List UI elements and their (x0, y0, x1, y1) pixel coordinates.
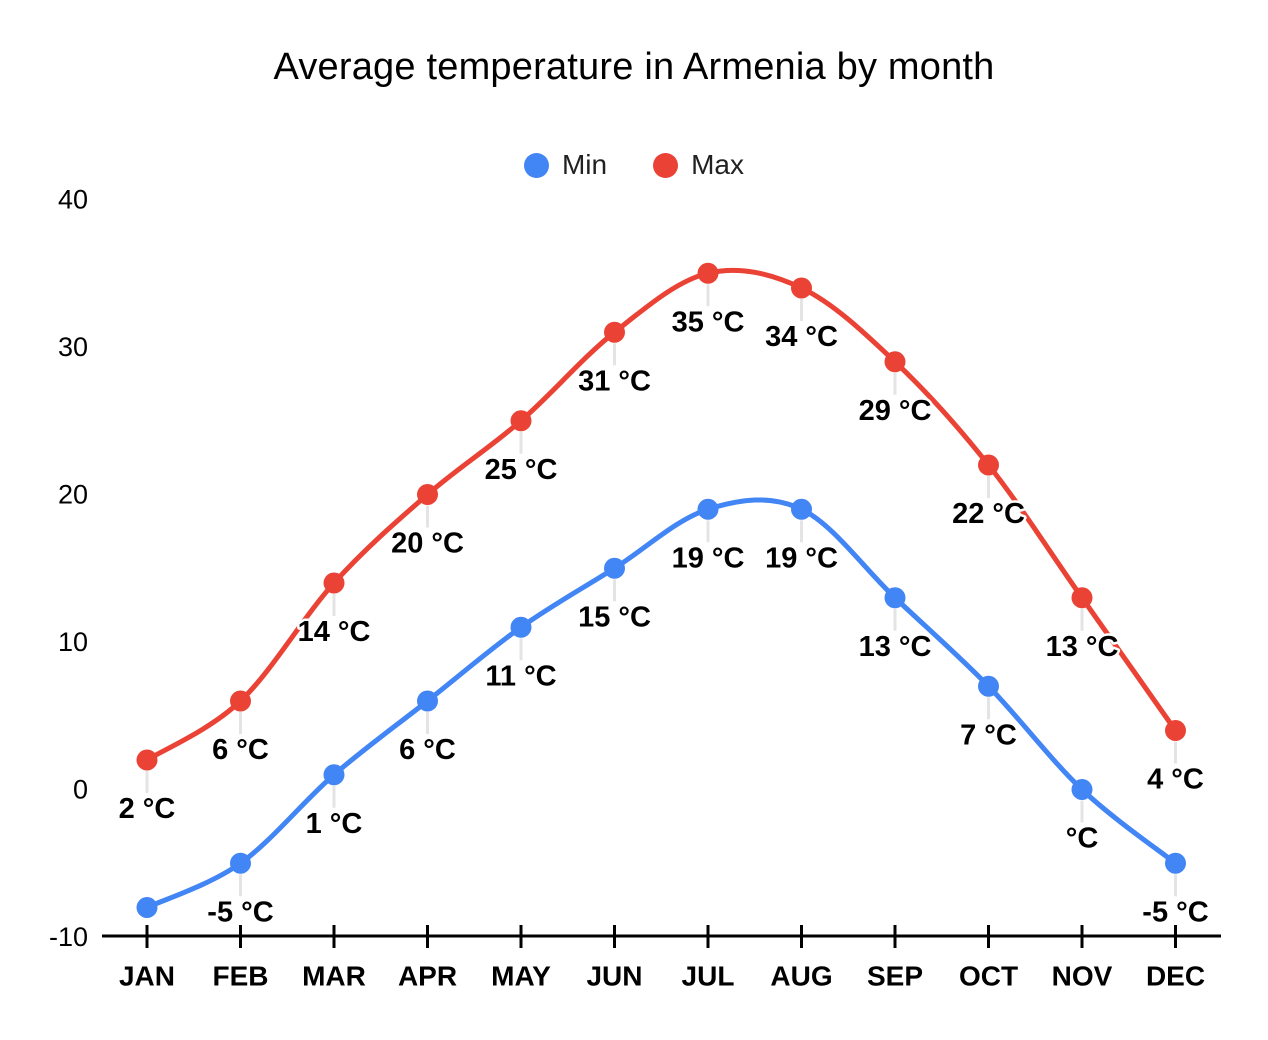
x-tick-label-jun: JUN (586, 961, 642, 992)
chart-legend: Min Max (0, 149, 1268, 181)
max-point-label-jan: 2 °C (119, 793, 176, 825)
max-point-label-jul: 35 °C (672, 306, 745, 338)
min-point-marker-may[interactable] (510, 616, 532, 638)
x-tick-label-mar: MAR (302, 961, 366, 992)
min-point-marker-nov[interactable] (1071, 779, 1093, 800)
min-point-marker-aug[interactable] (791, 498, 812, 520)
x-tick-label-may: MAY (491, 961, 551, 992)
min-point-label-jul: 19 °C (672, 542, 745, 574)
max-point-label-dec: 4 °C (1147, 764, 1204, 796)
max-point-marker-jun[interactable] (604, 321, 625, 343)
min-series-color-dot (523, 152, 549, 178)
max-point-marker-may[interactable] (510, 410, 532, 432)
max-point-marker-mar[interactable] (323, 572, 345, 594)
min-point-label-oct: 7 °C (960, 719, 1017, 751)
max-series-line (144, 267, 1178, 763)
max-point-marker-nov[interactable] (1071, 587, 1093, 609)
min-point-label-feb: -5 °C (207, 896, 273, 928)
y-tick-label--10: -10 (49, 922, 88, 952)
x-tick-label-feb: FEB (213, 961, 269, 992)
min-point-label-jun: 15 °C (578, 601, 651, 633)
max-point-marker-dec[interactable] (1165, 720, 1186, 741)
min-point-label-aug: 19 °C (765, 542, 838, 574)
max-point-label-oct: 22 °C (952, 498, 1025, 530)
y-tick-label-40: 40 (58, 185, 88, 215)
max-point-marker-aug[interactable] (791, 277, 812, 299)
x-tick-label-aug: AUG (770, 961, 832, 992)
x-tick-label-apr: APR (398, 961, 457, 992)
max-point-label-feb: 6 °C (212, 734, 269, 766)
max-point-label-may: 25 °C (485, 454, 558, 486)
x-tick-label-jan: JAN (119, 961, 175, 992)
min-point-label-apr: 6 °C (399, 734, 456, 766)
min-point-marker-apr[interactable] (417, 690, 438, 712)
min-point-marker-sep[interactable] (884, 587, 906, 609)
min-point-marker-oct[interactable] (978, 675, 999, 697)
min-point-marker-mar[interactable] (323, 764, 345, 786)
legend-label-min: Min (561, 149, 608, 180)
min-point-label-dec: -5 °C (1142, 896, 1208, 928)
max-point-marker-sep[interactable] (884, 351, 906, 373)
min-series-line (144, 497, 1178, 910)
min-point-marker-dec[interactable] (1165, 852, 1186, 874)
max-point-label-sep: 29 °C (859, 395, 932, 427)
max-point-label-aug: 34 °C (765, 321, 838, 353)
min-point-label-sep: 13 °C (859, 631, 932, 663)
legend-label-max: Max (691, 149, 745, 180)
legend-item-min[interactable]: Min (523, 149, 608, 181)
x-tick-label-sep: SEP (867, 961, 923, 992)
max-point-marker-apr[interactable] (417, 484, 438, 505)
x-tick-label-nov: NOV (1052, 961, 1113, 992)
legend-item-max[interactable]: Max (653, 149, 744, 181)
min-point-marker-jun[interactable] (604, 557, 625, 579)
min-point-label-mar: 1 °C (306, 808, 363, 840)
max-point-marker-feb[interactable] (230, 690, 251, 712)
max-point-label-mar: 14 °C (298, 616, 371, 648)
max-point-marker-jul[interactable] (697, 262, 719, 284)
max-point-label-nov: 13 °C (1046, 631, 1119, 663)
min-point-label-nov: °C (1066, 823, 1099, 855)
y-tick-label-10: 10 (58, 627, 88, 657)
min-point-marker-feb[interactable] (230, 852, 251, 874)
max-point-label-jun: 31 °C (578, 365, 651, 397)
max-point-marker-jan[interactable] (136, 749, 158, 771)
y-tick-label-30: 30 (58, 332, 88, 362)
y-tick-label-0: 0 (73, 775, 88, 805)
max-point-label-apr: 20 °C (391, 528, 464, 560)
chart-title: Average temperature in Armenia by month (273, 46, 995, 88)
min-point-marker-jul[interactable] (697, 498, 719, 520)
x-tick-label-jul: JUL (682, 961, 735, 992)
min-point-marker-jan[interactable] (136, 897, 158, 918)
x-tick-label-dec: DEC (1146, 961, 1205, 992)
max-point-marker-oct[interactable] (978, 454, 999, 476)
min-point-label-may: 11 °C (485, 660, 556, 692)
max-series-color-dot (653, 152, 679, 178)
y-tick-label-20: 20 (58, 480, 88, 510)
x-tick-label-oct: OCT (959, 961, 1018, 992)
